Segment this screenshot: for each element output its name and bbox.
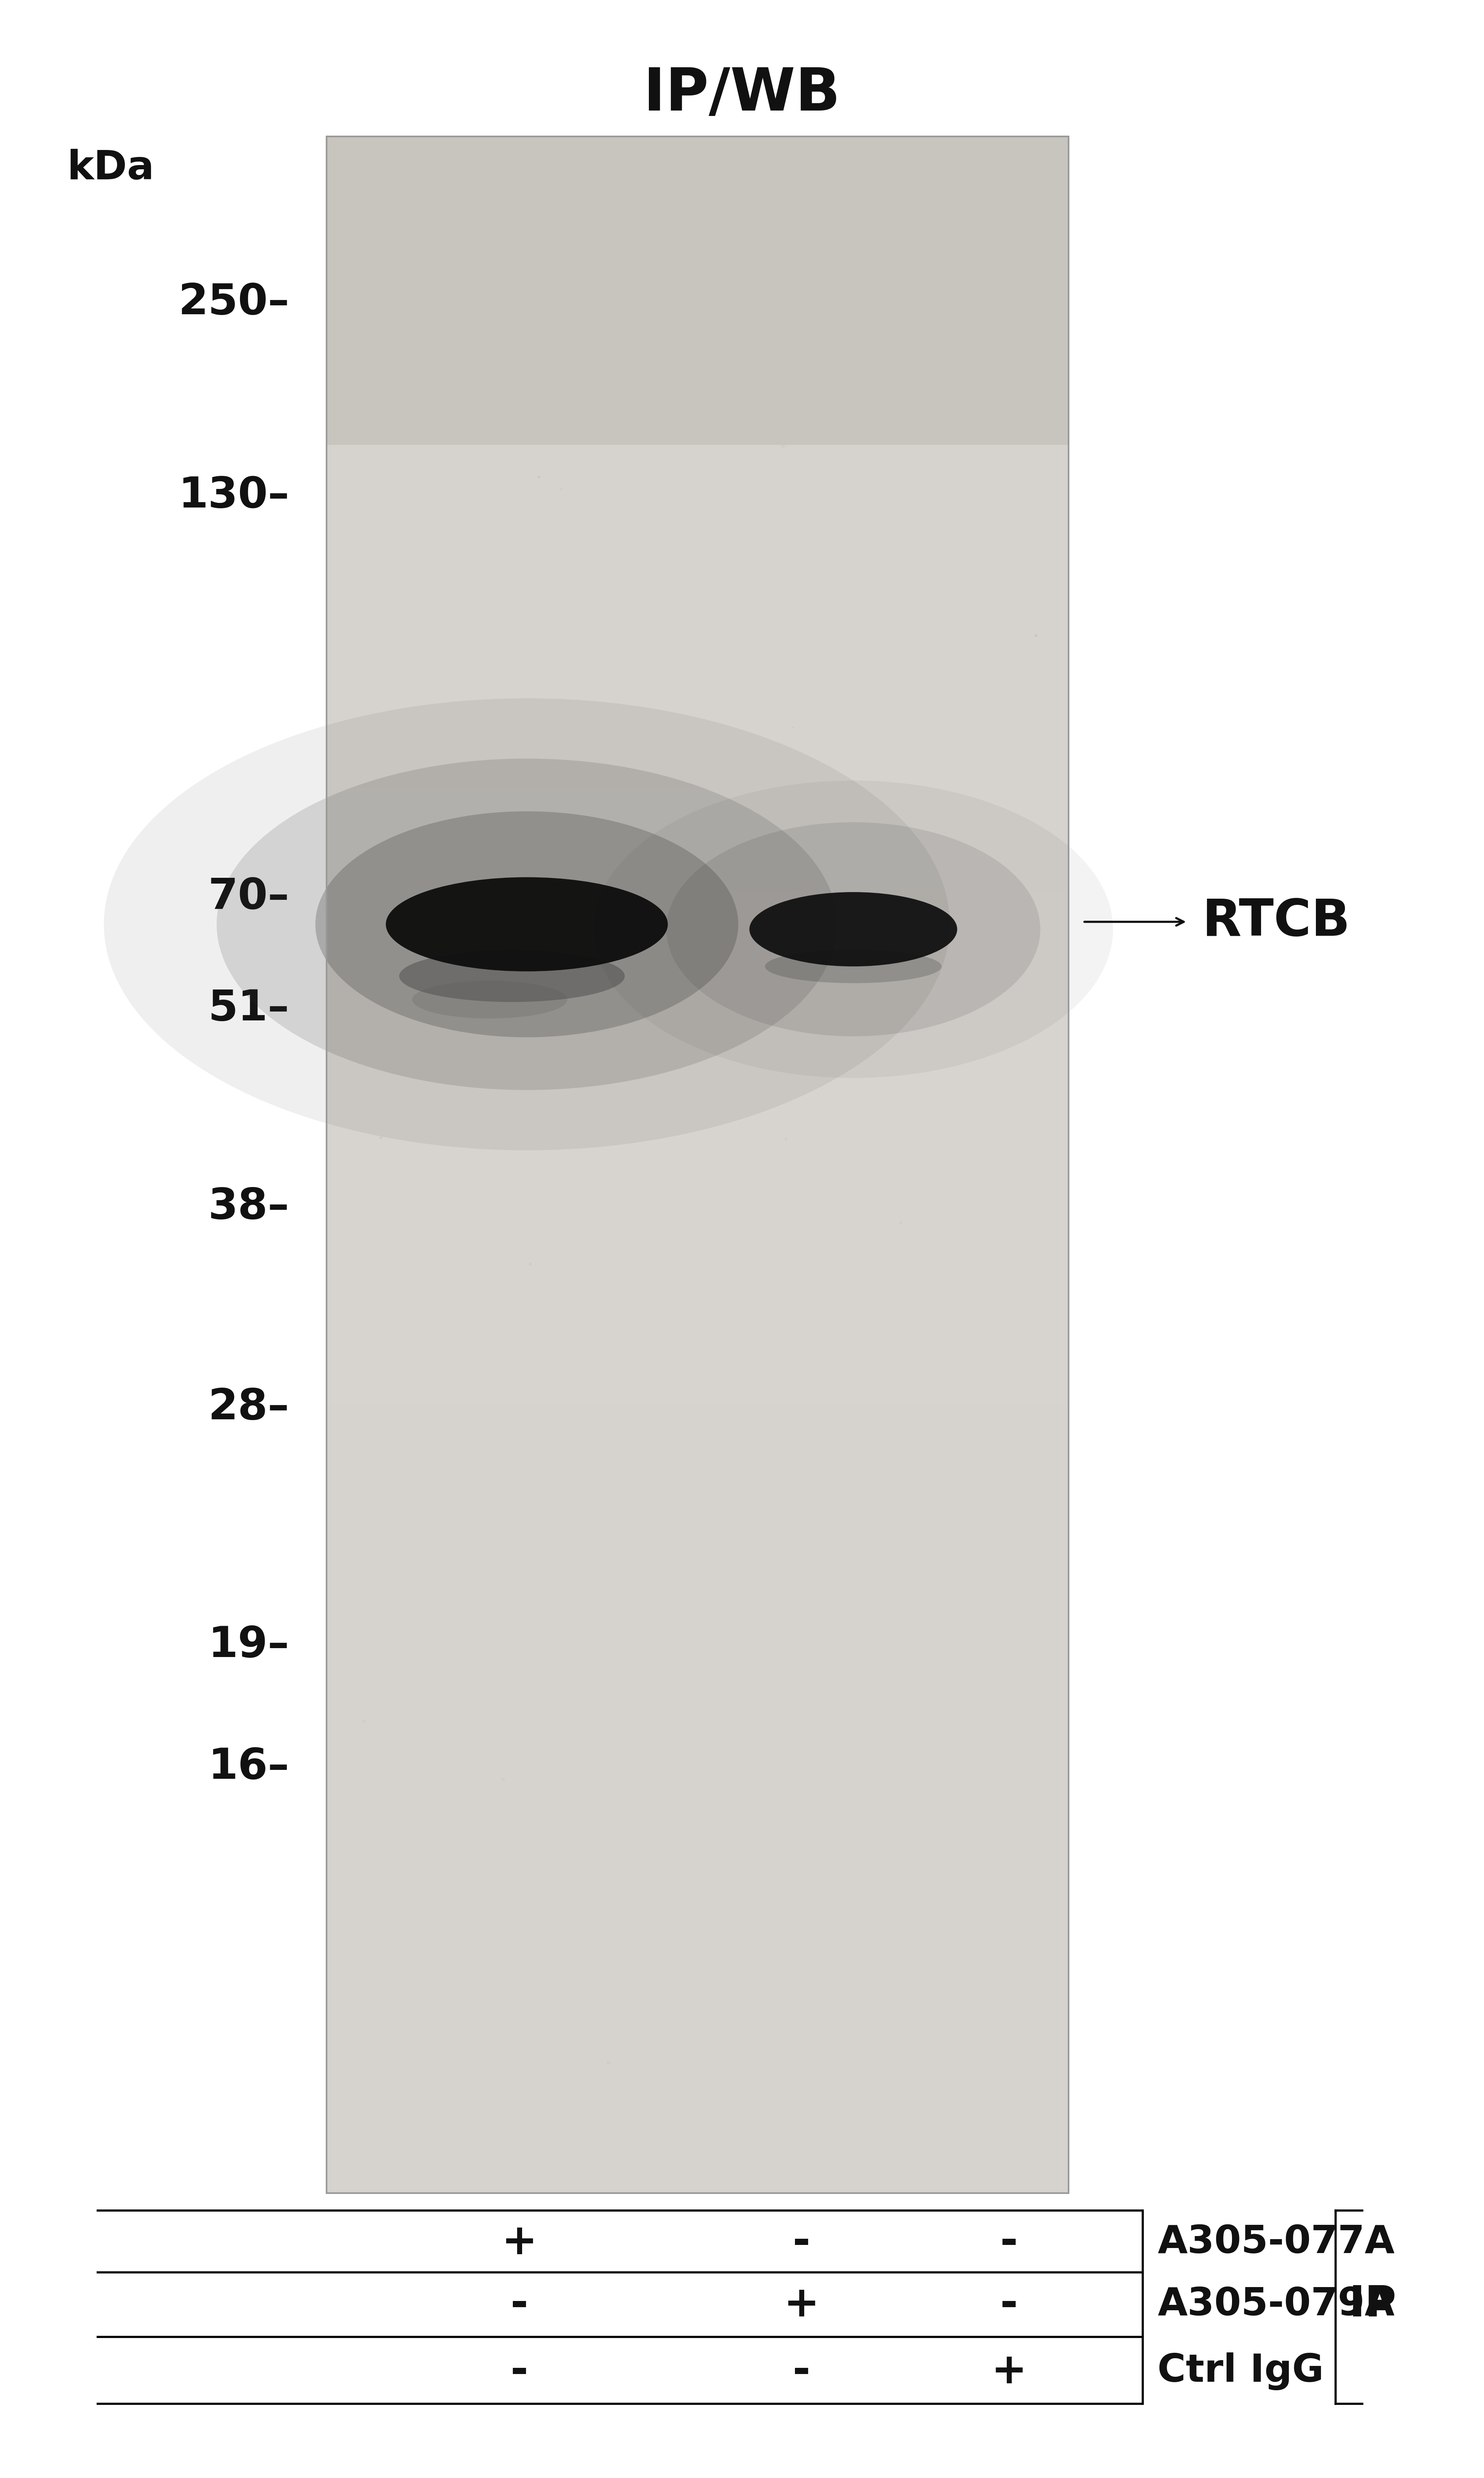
Bar (326, 582, 1068, 617)
Bar (326, 1987, 1068, 2022)
Bar (326, 1680, 1068, 1712)
Text: +: + (784, 2285, 819, 2324)
Text: -: - (510, 2352, 528, 2391)
Bar (326, 823, 1068, 857)
Ellipse shape (413, 981, 567, 1018)
Bar (326, 136, 1068, 2193)
Text: 70–: 70– (208, 877, 289, 917)
Bar (326, 649, 1068, 684)
Text: kDa: kDa (67, 149, 154, 188)
Bar (326, 206, 1068, 240)
Bar (326, 1165, 1068, 1199)
Bar (326, 513, 1068, 548)
Bar (326, 273, 1068, 307)
Bar (326, 924, 1068, 959)
Bar (326, 1269, 1068, 1301)
Bar (326, 1782, 1068, 1816)
Text: 38–: 38– (208, 1187, 289, 1227)
Bar (326, 1576, 1068, 1611)
Bar (326, 753, 1068, 788)
Bar (326, 240, 1068, 273)
Bar (326, 959, 1068, 994)
Text: 19–: 19– (208, 1626, 289, 1665)
Bar (326, 478, 1068, 513)
Text: 250–: 250– (178, 282, 289, 322)
Bar (326, 307, 1068, 342)
Text: IP: IP (1349, 2285, 1396, 2324)
Bar (326, 136, 1068, 2193)
Bar (326, 1712, 1068, 1747)
Bar (326, 444, 1068, 478)
Bar (326, 2124, 1068, 2158)
Ellipse shape (749, 892, 957, 966)
Text: 130–: 130– (178, 476, 289, 515)
Text: A305-077A: A305-077A (1158, 2223, 1395, 2262)
Bar (326, 994, 1068, 1028)
Bar (326, 1130, 1068, 1165)
Bar (326, 136, 1068, 171)
Bar (326, 1301, 1068, 1336)
Text: 16–: 16– (208, 1747, 289, 1787)
Bar (326, 136, 1068, 444)
Bar (326, 1953, 1068, 1987)
Bar (326, 1645, 1068, 1680)
Bar (326, 1234, 1068, 1269)
Bar (326, 171, 1068, 206)
Bar (326, 1028, 1068, 1061)
Bar (326, 1816, 1068, 1851)
Text: Ctrl IgG: Ctrl IgG (1158, 2352, 1324, 2391)
Bar (326, 1541, 1068, 1576)
Bar (326, 788, 1068, 823)
Bar (326, 617, 1068, 652)
Bar (326, 1336, 1068, 1370)
Text: A305-079A: A305-079A (1158, 2285, 1395, 2324)
Ellipse shape (666, 823, 1040, 1036)
Bar (326, 1061, 1068, 1095)
Bar (326, 1918, 1068, 1953)
Bar (326, 377, 1068, 411)
Bar (326, 1405, 1068, 1440)
Bar (326, 2022, 1068, 2057)
Text: 51–: 51– (208, 989, 289, 1028)
Bar (326, 1440, 1068, 1472)
Text: -: - (1000, 2223, 1018, 2262)
Bar (326, 684, 1068, 719)
Bar (326, 1199, 1068, 1234)
Bar (326, 2158, 1068, 2193)
Bar (326, 719, 1068, 753)
Bar (326, 1095, 1068, 1130)
Text: -: - (792, 2352, 810, 2391)
Bar (326, 1883, 1068, 1918)
Ellipse shape (217, 758, 837, 1090)
Ellipse shape (399, 949, 625, 1001)
Bar (326, 342, 1068, 377)
Text: +: + (991, 2352, 1027, 2391)
Bar (326, 857, 1068, 890)
Bar (326, 1370, 1068, 1405)
Text: -: - (792, 2223, 810, 2262)
Bar (326, 2057, 1068, 2091)
Ellipse shape (386, 877, 668, 971)
Text: +: + (502, 2223, 537, 2262)
Ellipse shape (315, 810, 738, 1038)
Bar (326, 1851, 1068, 1886)
Text: RTCB: RTCB (1202, 897, 1350, 947)
Ellipse shape (766, 949, 941, 984)
Ellipse shape (104, 699, 950, 1150)
Text: 28–: 28– (208, 1388, 289, 1427)
Bar (326, 1507, 1068, 1541)
Text: -: - (510, 2285, 528, 2324)
Bar (326, 411, 1068, 444)
Bar (326, 890, 1068, 924)
Text: IP/WB: IP/WB (644, 64, 840, 124)
Bar (326, 1611, 1068, 1645)
Bar (326, 2091, 1068, 2124)
Bar (326, 1472, 1068, 1507)
Text: -: - (1000, 2285, 1018, 2324)
Ellipse shape (594, 781, 1113, 1078)
Bar (326, 548, 1068, 582)
Bar (326, 1747, 1068, 1782)
